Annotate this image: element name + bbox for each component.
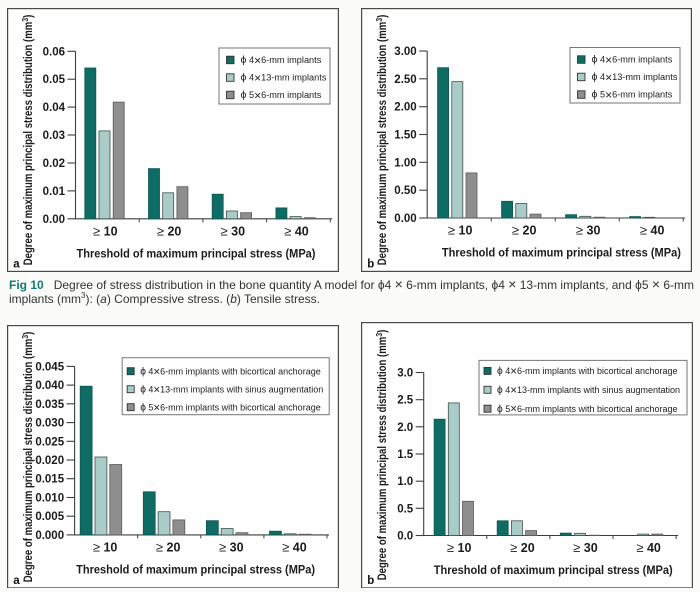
svg-text:0.040: 0.040 bbox=[35, 380, 64, 392]
svg-text:Threshold of maximum principal: Threshold of maximum principal stress (M… bbox=[442, 247, 681, 259]
svg-text:2.00: 2.00 bbox=[394, 102, 416, 114]
svg-text:0.04: 0.04 bbox=[43, 102, 66, 114]
svg-text:Degree of maximum principal st: Degree of maximum principal stress distr… bbox=[20, 331, 35, 582]
svg-text:0.06: 0.06 bbox=[43, 46, 65, 58]
svg-text:≥ 30: ≥ 30 bbox=[219, 539, 244, 554]
svg-text:Degree of maximum principal st: Degree of maximum principal stress distr… bbox=[20, 14, 35, 265]
svg-text:ϕ 4×​6-mm implants with bicort: ϕ 4×​6-mm implants with bicortical ancho… bbox=[497, 365, 678, 377]
svg-text:ϕ 4×​13-mm implants with sinus: ϕ 4×​13-mm implants with sinus augmentat… bbox=[140, 384, 323, 396]
svg-text:1.5: 1.5 bbox=[397, 449, 414, 461]
svg-text:≥ 10: ≥ 10 bbox=[447, 540, 472, 555]
svg-text:a: a bbox=[13, 575, 20, 587]
svg-text:0.010: 0.010 bbox=[35, 492, 64, 504]
svg-text:Degree of maximum principal st: Degree of maximum principal stress distr… bbox=[374, 329, 389, 580]
svg-text:Threshold of maximum principal: Threshold of maximum principal stress (M… bbox=[76, 564, 315, 576]
svg-text:3.00: 3.00 bbox=[394, 46, 416, 58]
svg-text:≥ 40: ≥ 40 bbox=[636, 540, 661, 555]
svg-text:0.035: 0.035 bbox=[35, 398, 64, 410]
svg-text:3.0: 3.0 bbox=[397, 367, 413, 379]
svg-text:ϕ 4×​13-mm implants: ϕ 4×​13-mm implants bbox=[592, 71, 678, 85]
svg-text:0.020: 0.020 bbox=[35, 455, 64, 467]
svg-text:a: a bbox=[13, 259, 20, 271]
svg-text:≥ 10: ≥ 10 bbox=[448, 223, 473, 238]
svg-text:0.05: 0.05 bbox=[43, 74, 66, 86]
svg-text:0.00: 0.00 bbox=[394, 213, 416, 225]
svg-text:ϕ 4×​6-mm implants with bicort: ϕ 4×​6-mm implants with bicortical ancho… bbox=[140, 366, 321, 378]
svg-text:0.005: 0.005 bbox=[35, 511, 64, 523]
svg-text:b: b bbox=[367, 259, 374, 271]
svg-text:2.5: 2.5 bbox=[397, 394, 414, 406]
svg-text:Threshold of maximum principal: Threshold of maximum principal stress (M… bbox=[77, 248, 316, 260]
svg-text:1.00: 1.00 bbox=[394, 157, 416, 169]
svg-text:0.015: 0.015 bbox=[35, 473, 64, 485]
svg-text:≥ 20: ≥ 20 bbox=[510, 540, 535, 555]
svg-text:≥ 40: ≥ 40 bbox=[284, 223, 309, 238]
svg-text:0.030: 0.030 bbox=[35, 417, 64, 429]
svg-text:ϕ 5×​6-mm implants: ϕ 5×​6-mm implants bbox=[592, 88, 673, 102]
svg-text:0.000: 0.000 bbox=[35, 529, 64, 541]
svg-text:Threshold of maximum principal: Threshold of maximum principal stress (M… bbox=[434, 564, 673, 576]
svg-text:0.01: 0.01 bbox=[43, 186, 66, 198]
svg-text:2.50: 2.50 bbox=[394, 74, 416, 86]
svg-text:ϕ 5×​6-mm implants with bicort: ϕ 5×​6-mm implants with bicortical ancho… bbox=[497, 403, 678, 415]
svg-text:Degree of maximum principal st: Degree of maximum principal stress distr… bbox=[374, 14, 389, 265]
svg-text:1.0: 1.0 bbox=[397, 476, 413, 488]
svg-text:0.0: 0.0 bbox=[397, 530, 413, 542]
svg-text:1.50: 1.50 bbox=[394, 130, 416, 142]
svg-text:≥ 10: ≥ 10 bbox=[93, 539, 118, 554]
svg-text:ϕ 4×​13-mm implants with sinus: ϕ 4×​13-mm implants with sinus augmentat… bbox=[497, 384, 680, 396]
svg-text:≥ 20: ≥ 20 bbox=[512, 223, 537, 238]
svg-text:0.50: 0.50 bbox=[394, 185, 416, 197]
svg-text:ϕ 4×​6-mm implants: ϕ 4×​6-mm implants bbox=[241, 54, 322, 68]
svg-text:≥ 30: ≥ 30 bbox=[573, 540, 598, 555]
svg-text:ϕ 4×​6-mm implants: ϕ 4×​6-mm implants bbox=[592, 53, 673, 67]
svg-text:0.00: 0.00 bbox=[43, 214, 65, 226]
svg-text:≥ 20: ≥ 20 bbox=[157, 223, 182, 238]
svg-text:0.025: 0.025 bbox=[35, 436, 64, 448]
svg-text:≥ 40: ≥ 40 bbox=[640, 223, 665, 238]
svg-text:0.5: 0.5 bbox=[397, 503, 414, 515]
svg-text:0.03: 0.03 bbox=[43, 130, 65, 142]
svg-text:0.045: 0.045 bbox=[35, 361, 64, 373]
svg-text:≥ 10: ≥ 10 bbox=[93, 223, 118, 238]
svg-text:ϕ 5×​6-mm implants with bicort: ϕ 5×​6-mm implants with bicortical ancho… bbox=[140, 402, 321, 414]
svg-text:0.02: 0.02 bbox=[43, 158, 65, 170]
svg-text:≥ 20: ≥ 20 bbox=[156, 539, 181, 554]
svg-text:≥ 30: ≥ 30 bbox=[576, 223, 601, 238]
svg-text:ϕ 5×​6-mm implants: ϕ 5×​6-mm implants bbox=[241, 89, 322, 103]
svg-text:ϕ 4×​13-mm implants: ϕ 4×​13-mm implants bbox=[241, 71, 327, 85]
svg-text:≥ 30: ≥ 30 bbox=[221, 223, 246, 238]
svg-text:2.0: 2.0 bbox=[397, 421, 413, 433]
svg-text:≥ 40: ≥ 40 bbox=[282, 539, 307, 554]
svg-text:b: b bbox=[367, 575, 374, 587]
